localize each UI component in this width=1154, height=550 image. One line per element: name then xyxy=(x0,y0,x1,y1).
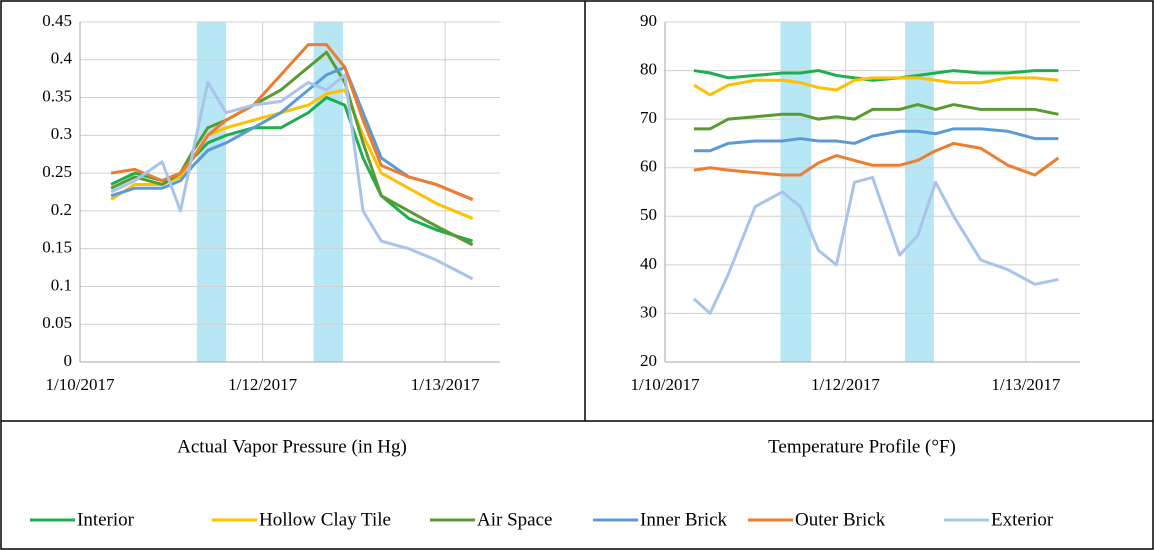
x-tick-label: 1/10/2017 xyxy=(46,375,115,394)
series-line xyxy=(693,127,1059,153)
x-tick-label: 1/10/2017 xyxy=(631,375,700,394)
y-tick-label: 90 xyxy=(640,11,657,30)
caption: Actual Vapor Pressure (in Hg) xyxy=(177,436,407,457)
legend-label: Inner Brick xyxy=(640,509,728,530)
y-tick-label: 80 xyxy=(640,59,657,78)
y-tick-label: 0.45 xyxy=(42,11,72,30)
series-line xyxy=(110,65,474,201)
x-tick-label: 1/12/2017 xyxy=(811,375,880,394)
series-line xyxy=(693,76,1059,97)
series-line xyxy=(693,141,1060,177)
y-tick-label: 0.3 xyxy=(51,124,72,143)
y-tick-label: 0.05 xyxy=(42,313,72,332)
x-tick-label: 1/13/2017 xyxy=(991,375,1060,394)
highlight-band xyxy=(780,22,812,362)
legend-label: Air Space xyxy=(477,509,552,530)
x-tick-label: 1/13/2017 xyxy=(411,375,480,394)
y-tick-label: 40 xyxy=(640,254,657,273)
series-line xyxy=(110,43,474,201)
y-tick-label: 0.25 xyxy=(42,162,72,181)
y-tick-label: 70 xyxy=(640,108,657,127)
series-line xyxy=(110,50,474,247)
y-tick-label: 0.35 xyxy=(42,86,72,105)
x-tick-label: 1/12/2017 xyxy=(228,375,297,394)
series-line xyxy=(693,103,1059,131)
caption: Temperature Profile (°F) xyxy=(768,436,956,457)
y-tick-label: 20 xyxy=(640,351,657,370)
legend-label: Interior xyxy=(77,509,135,530)
y-tick-label: 30 xyxy=(640,302,657,321)
y-tick-label: 60 xyxy=(640,157,657,176)
legend-label: Exterior xyxy=(991,509,1054,530)
legend-label: Outer Brick xyxy=(795,509,886,530)
y-tick-label: 0 xyxy=(64,351,73,370)
y-tick-label: 0.1 xyxy=(51,275,72,294)
y-tick-label: 0.4 xyxy=(51,49,73,68)
highlight-band xyxy=(196,22,227,362)
y-tick-label: 0.15 xyxy=(42,238,72,257)
y-tick-label: 0.2 xyxy=(51,200,72,219)
series-line xyxy=(110,88,474,220)
series-line xyxy=(692,175,1059,315)
y-tick-label: 50 xyxy=(640,205,657,224)
legend-label: Hollow Clay Tile xyxy=(259,509,391,530)
series-line xyxy=(110,73,474,281)
